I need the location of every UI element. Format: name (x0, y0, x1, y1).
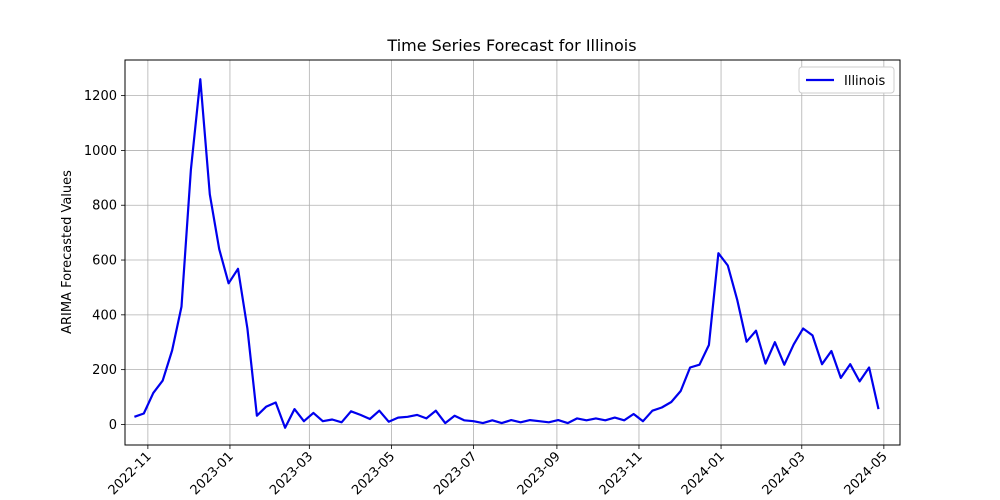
legend-label-illinois: Illinois (844, 74, 885, 89)
x-tick-label: 2023-11 (597, 449, 646, 498)
y-tick-label: 1200 (84, 89, 117, 104)
x-tick-label: 2023-01 (188, 449, 237, 498)
x-tick-label: 2022-11 (106, 449, 155, 498)
x-tick-label: 2024-03 (760, 449, 809, 498)
y-tick-label: 600 (92, 254, 117, 269)
grid-lines (125, 60, 900, 445)
legend: Illinois (798, 66, 895, 94)
y-tick-label: 400 (92, 308, 117, 323)
x-axis-ticks: 2022-11 2023-01 2023-03 2023-05 2023-07 2023-… (106, 445, 891, 498)
x-tick-label: 2024-01 (679, 449, 728, 498)
y-tick-label: 800 (92, 199, 117, 214)
y-tick-label: 200 (92, 363, 117, 378)
legend-box (798, 66, 895, 94)
y-tick-label: 1000 (84, 144, 117, 159)
y-tick-label: 0 (109, 418, 117, 433)
x-tick-label: 2023-07 (431, 449, 480, 498)
x-tick-label: 2023-03 (267, 449, 316, 498)
chart-title: Time Series Forecast for Illinois (386, 36, 636, 55)
x-tick-label: 2023-09 (515, 449, 564, 498)
x-tick-label: 2024-05 (842, 449, 891, 498)
plot-frame (124, 59, 901, 446)
series-line-illinois (134, 78, 880, 429)
x-tick-label: 2023-05 (349, 449, 398, 498)
y-axis-ticks: 0 200 400 600 800 1000 1200 (84, 89, 125, 433)
y-axis-label: ARIMA Forecasted Values (60, 170, 75, 334)
